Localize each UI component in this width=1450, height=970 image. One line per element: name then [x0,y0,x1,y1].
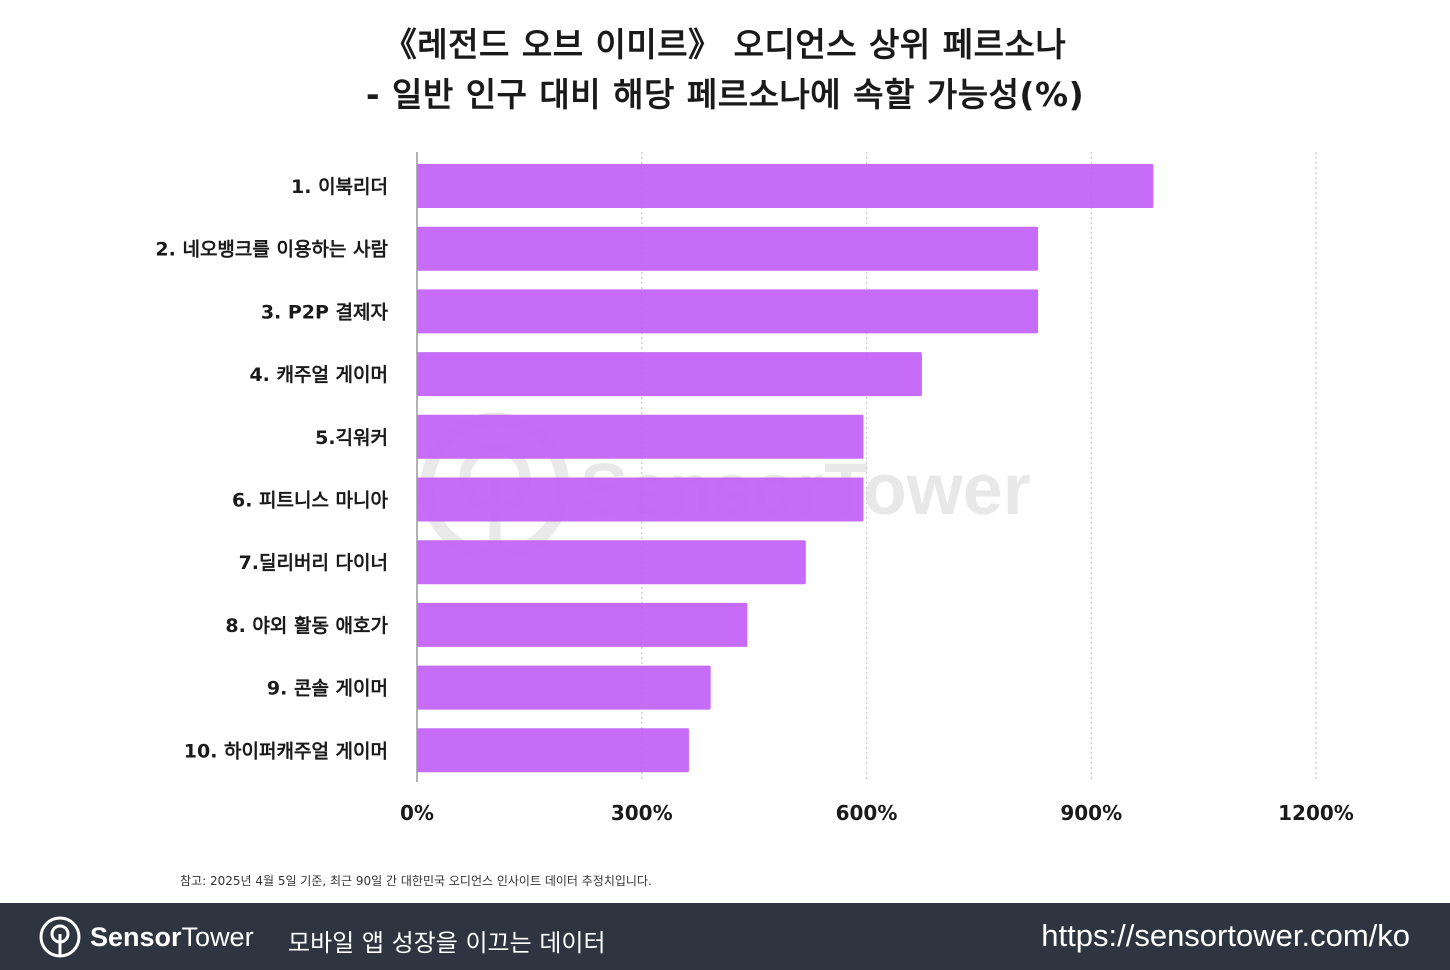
footnote: 참고: 2025년 4월 5일 기준, 최근 90일 간 대한민국 오디언스 인… [180,874,652,888]
footer-url-link[interactable]: https://sensortower.com/ko [1041,918,1410,953]
category-labels: 1. 이북리더 2. 네오뱅크를 이용하는 사람 3. P2P 결제자 4. 캐주얼 … [155,176,388,762]
category-label: 6. 피트니스 마니아 [232,490,389,512]
bar [417,728,689,773]
chart-title-line-2: - 일반 인구 대비 해당 페르소나에 속할 가능성(%) [365,75,1085,114]
brand-name-part1: Sensor [90,921,182,952]
brand-name-part2: Tower [181,921,254,952]
bar [417,414,864,459]
bar [417,540,806,585]
x-tick-label: 900% [1060,801,1122,825]
bar [417,477,864,522]
bars [417,164,1154,773]
bar [417,352,922,397]
bar [417,289,1039,334]
bar [417,665,711,710]
x-tick-labels: 0% 300% 600% 900% 1200% [400,801,1354,825]
category-label: 10. 하이퍼캐주얼 게이머 [184,740,388,762]
bar [417,164,1154,208]
category-label: 9. 콘솔 게이머 [267,678,388,700]
x-tick-label: 1200% [1278,801,1354,825]
category-label: 7.딜리버리 다이너 [239,552,388,574]
bar [417,226,1039,271]
brand-logo[interactable]: SensorTower [38,915,254,959]
category-label: 4. 캐주얼 게이머 [249,364,388,386]
category-label: 5.긱워커 [315,427,388,449]
footer-tagline: 모바일 앱 성장을 이끄는 데이터 [288,929,606,957]
x-tick-label: 600% [836,801,898,825]
footer-bar: SensorTower 모바일 앱 성장을 이끄는 데이터 https://se… [0,903,1450,970]
x-tick-label: 300% [611,801,673,825]
category-label: 2. 네오뱅크를 이용하는 사람 [155,239,388,261]
category-label: 3. P2P 결제자 [261,301,389,323]
sensor-tower-logo-icon [39,916,81,958]
x-tick-label: 0% [400,801,434,825]
bar [417,602,748,647]
chart-title-line-1: 《레전드 오브 이미르》 오디언스 상위 페르소나 [383,25,1067,64]
category-label: 1. 이북리더 [291,176,388,198]
brand-name: SensorTower [90,922,254,953]
category-label: 8. 야외 활동 애호가 [225,615,388,637]
